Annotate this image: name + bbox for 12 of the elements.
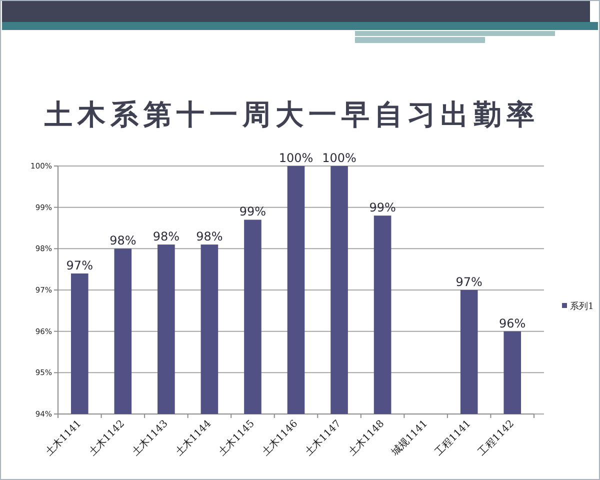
data-label: 100%: [278, 151, 314, 165]
data-label: 97%: [456, 275, 482, 289]
data-label: 98%: [110, 234, 136, 248]
data-label: 98%: [152, 230, 180, 244]
chart-title: 土木系第十一周大一早自习出勤率: [44, 98, 540, 131]
data-label: 99%: [369, 200, 396, 215]
legend-label: 系列1: [570, 301, 594, 312]
data-label: 99%: [239, 204, 266, 219]
data-label: 98%: [196, 230, 223, 244]
data-label: 100%: [322, 151, 356, 165]
data-label: 96%: [499, 316, 526, 330]
data-label: 97%: [66, 258, 93, 272]
